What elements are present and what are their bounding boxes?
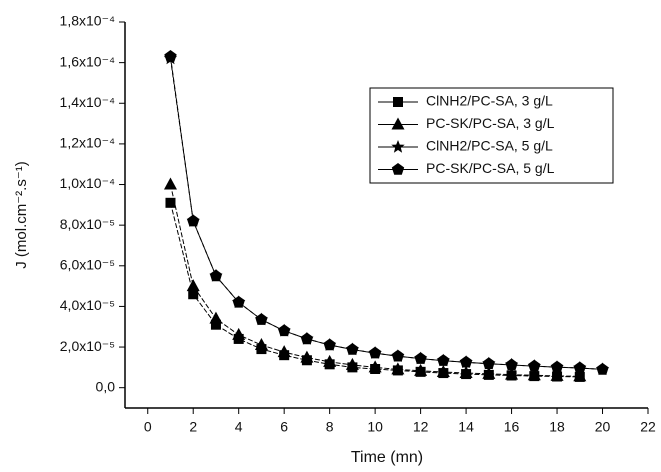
y-tick-label: 4,0x10⁻⁵ (60, 297, 115, 313)
marker (550, 360, 564, 373)
marker (323, 338, 336, 351)
marker (209, 311, 223, 324)
marker (573, 361, 586, 374)
marker (393, 97, 403, 107)
marker (391, 163, 405, 175)
marker (209, 269, 223, 282)
y-axis-label: J (mol.cm⁻².s⁻¹) (13, 161, 30, 268)
marker (187, 214, 200, 227)
marker (165, 197, 176, 208)
marker (277, 345, 291, 358)
y-tick-label: 8,0x10⁻⁵ (60, 216, 115, 232)
marker (459, 355, 473, 368)
x-tick-label: 2 (189, 419, 197, 435)
marker (437, 354, 450, 366)
marker (210, 319, 221, 330)
marker (596, 362, 609, 375)
marker (368, 360, 382, 373)
y-tick-label: 1,6x10⁻⁴ (60, 53, 115, 69)
marker (550, 368, 564, 381)
x-axis-label: Time (mn) (351, 449, 423, 466)
x-tick-label: 12 (413, 419, 429, 435)
marker (278, 324, 291, 337)
x-tick-label: 4 (235, 419, 243, 435)
marker (346, 343, 359, 355)
marker (188, 289, 199, 300)
legend-label: PC-SK/PC-SA, 3 g/L (426, 115, 555, 131)
legend-label: ClNH2/PC-SA, 3 g/L (426, 93, 553, 109)
marker (163, 177, 177, 190)
legend-label: ClNH2/PC-SA, 5 g/L (426, 138, 553, 154)
y-tick-label: 1,4x10⁻⁴ (60, 94, 115, 110)
marker (345, 357, 359, 370)
marker (482, 357, 495, 369)
y-tick-label: 6,0x10⁻⁵ (60, 256, 115, 272)
marker (391, 117, 405, 130)
marker (459, 366, 473, 379)
x-tick-label: 20 (595, 419, 611, 435)
x-tick-label: 10 (367, 419, 383, 435)
marker (254, 338, 268, 351)
marker (482, 366, 496, 379)
x-tick-label: 14 (458, 419, 474, 435)
marker (414, 352, 427, 364)
marker (505, 358, 518, 371)
marker (164, 50, 177, 62)
marker (255, 313, 268, 325)
marker (323, 354, 337, 367)
x-tick-label: 22 (640, 419, 656, 435)
marker (232, 295, 245, 308)
x-tick-label: 16 (504, 419, 520, 435)
marker (414, 363, 428, 376)
marker (527, 368, 541, 381)
y-tick-label: 2,0x10⁻⁵ (60, 338, 115, 354)
y-tick-label: 1,2x10⁻⁴ (60, 135, 115, 151)
marker (391, 349, 405, 362)
y-tick-label: 1,0x10⁻⁴ (60, 175, 115, 191)
marker (573, 369, 587, 382)
legend-box (369, 87, 614, 184)
marker (368, 346, 382, 359)
marker (528, 359, 541, 372)
marker (300, 350, 314, 363)
marker (391, 140, 405, 153)
x-tick-label: 8 (326, 419, 334, 435)
y-tick-label: 1,8x10⁻⁴ (60, 13, 115, 29)
marker (300, 332, 314, 345)
x-tick-label: 6 (280, 419, 288, 435)
x-tick-label: 18 (549, 419, 565, 435)
marker (186, 279, 200, 292)
legend-label: PC-SK/PC-SA, 5 g/L (426, 160, 555, 176)
marker (232, 327, 246, 340)
marker (436, 365, 450, 378)
legend: ClNH2/PC-SA, 3 g/L PC-SK/PC-SA, 3 g/L ClNH… (369, 87, 614, 184)
marker (505, 367, 519, 380)
marker (391, 362, 405, 375)
x-tick-label: 0 (144, 419, 152, 435)
y-tick-label: 0,0 (96, 378, 116, 394)
